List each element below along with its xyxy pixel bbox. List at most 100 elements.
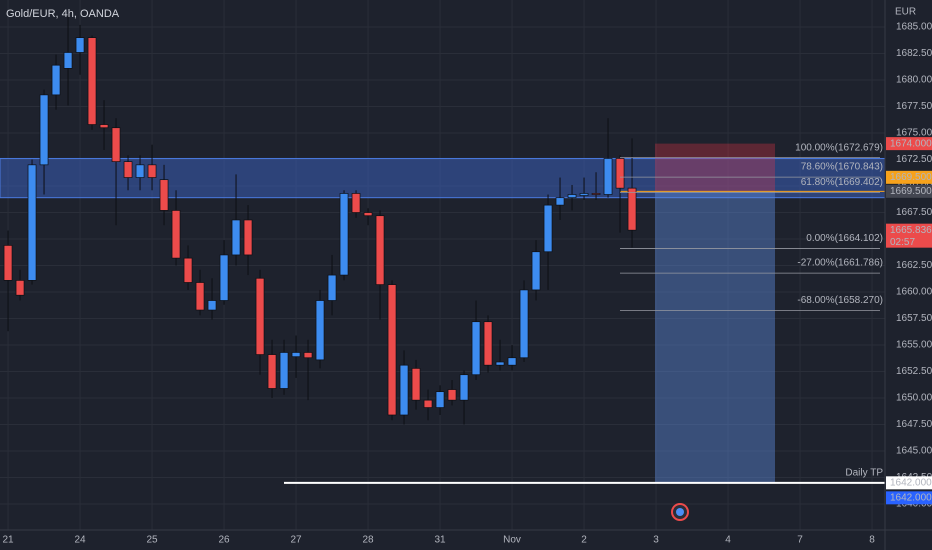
candle-body	[567, 194, 577, 199]
target-zone	[655, 191, 775, 483]
y-tick-label: 1655.000	[896, 340, 932, 351]
y-tick-label: 1675.000	[896, 128, 932, 139]
y-tick-label: 1662.500	[896, 260, 932, 271]
candle-body	[423, 399, 433, 408]
candle-body	[459, 374, 469, 401]
candle-body	[435, 391, 445, 408]
candle-body	[519, 289, 529, 359]
candle-body	[411, 368, 421, 401]
candle-body	[531, 251, 541, 291]
x-tick-label: 3	[653, 535, 659, 546]
x-tick-label: 21	[2, 535, 14, 546]
stop-zone	[655, 143, 775, 192]
y-tick-label: 1672.500	[896, 154, 932, 165]
candle-body	[375, 215, 385, 285]
y-tick-label: 1682.500	[896, 48, 932, 59]
y-tick-label: 1650.000	[896, 393, 932, 404]
candle-body	[231, 219, 241, 256]
y-tick-label: 1677.500	[896, 101, 932, 112]
price-label: 1674.000	[890, 138, 932, 149]
event-icon-dot	[676, 508, 684, 516]
candle-body	[399, 364, 409, 416]
candle-body	[15, 280, 25, 296]
candle-body	[87, 37, 97, 125]
x-tick-label: Nov	[503, 535, 521, 546]
y-tick-label: 1685.000	[896, 22, 932, 33]
fib-label: 61.80%(1669.402)	[801, 177, 883, 188]
price-label: 1642.000	[890, 477, 932, 488]
candle-body	[147, 164, 157, 178]
candle-body	[615, 158, 625, 189]
countdown: 02:57	[890, 237, 915, 248]
y-tick-label: 1680.000	[896, 75, 932, 86]
price-label-box	[886, 137, 932, 151]
price-label-box	[886, 184, 932, 198]
tp-label: Daily TP	[845, 467, 883, 478]
candle-body	[303, 352, 313, 359]
candle-body	[351, 193, 361, 213]
candle-body	[387, 284, 397, 416]
candle-body	[447, 389, 457, 401]
x-tick-label: 27	[290, 535, 302, 546]
x-tick-label: 8	[869, 535, 875, 546]
candle-body	[75, 37, 85, 53]
price-label-box	[886, 223, 932, 248]
candle-body	[603, 158, 613, 195]
candle-body	[27, 164, 37, 281]
candle-body	[159, 179, 169, 211]
y-tick-label: 1657.500	[896, 313, 932, 324]
y-tick-label: 1652.500	[896, 366, 932, 377]
fib-label: -68.00%(1658.270)	[797, 295, 883, 306]
candle-body	[255, 277, 265, 355]
candle-body	[555, 197, 565, 206]
axis-unit: EUR	[895, 7, 916, 18]
candle-body	[591, 193, 601, 195]
candle-body	[327, 274, 337, 301]
x-tick-label: 24	[74, 535, 86, 546]
candle-body	[135, 164, 145, 178]
candle-body	[123, 161, 133, 178]
candle-body	[99, 124, 109, 129]
candle-body	[627, 187, 637, 231]
candle-body	[195, 282, 205, 311]
price-label-box	[886, 476, 932, 490]
candle-body	[315, 300, 325, 361]
price-label-box	[886, 170, 932, 184]
candle-body	[483, 321, 493, 366]
candle-body	[579, 193, 589, 196]
candle-body	[243, 219, 253, 256]
x-tick-label: 31	[434, 535, 446, 546]
candle-body	[219, 254, 229, 301]
price-label: 1669.500	[890, 186, 932, 197]
x-tick-label: 2	[581, 535, 587, 546]
x-tick-label: 4	[725, 535, 731, 546]
fib-label: 0.00%(1664.102)	[806, 233, 883, 244]
candle-body	[63, 52, 73, 69]
price-label: 1669.500	[890, 172, 932, 183]
y-tick-label: 1647.500	[896, 419, 932, 430]
candle-body	[363, 212, 373, 217]
x-tick-label: 7	[797, 535, 803, 546]
y-tick-label: 1660.000	[896, 287, 932, 298]
candle-body	[279, 352, 289, 389]
candle-body	[291, 352, 301, 358]
candle-body	[267, 354, 277, 389]
candle-body	[171, 210, 181, 259]
candle-body	[507, 357, 517, 366]
price-label: 1665.836	[890, 225, 932, 236]
fib-label: 78.60%(1670.843)	[801, 162, 883, 173]
candle-body	[543, 204, 553, 253]
candle-body	[39, 94, 49, 166]
candle-body	[207, 300, 217, 311]
candle-body	[183, 257, 193, 283]
chart-title: Gold/EUR, 4h, OANDA	[6, 8, 120, 20]
fib-label: 100.00%(1672.679)	[795, 142, 883, 153]
x-tick-label: 28	[362, 535, 374, 546]
x-tick-label: 26	[218, 535, 230, 546]
fib-label: -27.00%(1661.786)	[797, 258, 883, 269]
candle-body	[3, 245, 13, 281]
candle-body	[111, 127, 121, 163]
price-label-box	[886, 491, 932, 505]
candle-body	[51, 64, 61, 96]
